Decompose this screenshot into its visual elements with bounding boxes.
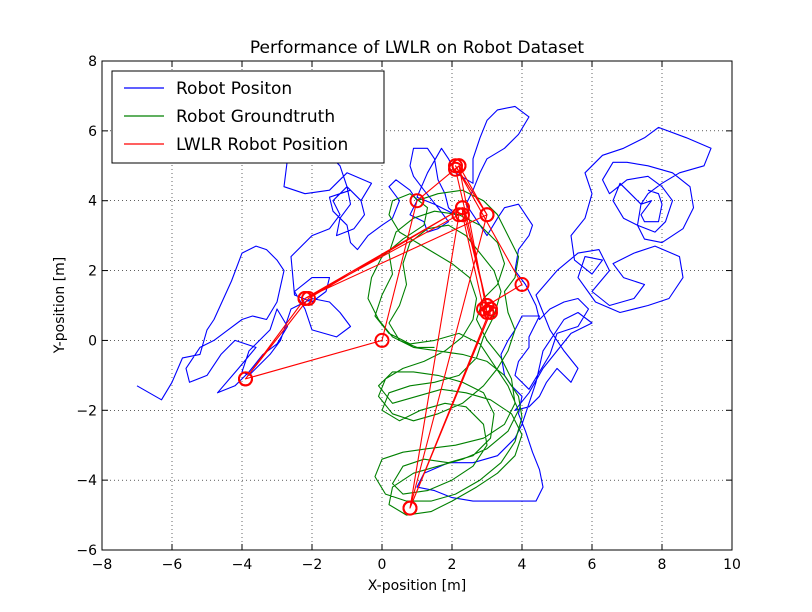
series-2 bbox=[367, 189, 523, 516]
x-tick-label: −2 bbox=[302, 557, 323, 573]
data-point bbox=[238, 371, 253, 387]
x-tick-label: −8 bbox=[92, 557, 113, 573]
chart-title: Performance of LWLR on Robot Dataset bbox=[250, 38, 585, 58]
x-tick-label: 0 bbox=[378, 557, 387, 573]
data-point bbox=[455, 207, 470, 223]
x-axis-label: X-position [m] bbox=[368, 578, 466, 594]
series-line bbox=[367, 189, 523, 516]
y-tick-label: −4 bbox=[76, 473, 97, 489]
data-point bbox=[451, 158, 467, 174]
series-line bbox=[136, 105, 712, 502]
data-point bbox=[514, 277, 530, 292]
series-1 bbox=[136, 105, 712, 502]
data-point bbox=[455, 200, 470, 216]
series-3 bbox=[238, 158, 530, 516]
y-tick-label: 6 bbox=[88, 124, 97, 140]
data-point bbox=[479, 298, 495, 313]
data-point bbox=[483, 305, 498, 320]
data-point bbox=[409, 193, 425, 209]
legend-label: LWLR Robot Position bbox=[176, 135, 348, 155]
x-tick-label: 8 bbox=[658, 557, 667, 573]
data-point bbox=[297, 291, 313, 306]
y-axis-label: Y-position [m] bbox=[52, 257, 68, 354]
y-tick-label: −6 bbox=[76, 543, 97, 559]
y-tick-label: 0 bbox=[88, 333, 97, 349]
y-tick-label: 8 bbox=[88, 54, 97, 70]
x-tick-label: 2 bbox=[448, 557, 457, 573]
legend-label: Robot Groundtruth bbox=[176, 107, 335, 127]
legend-box bbox=[111, 70, 385, 164]
y-tick-label: 4 bbox=[88, 194, 97, 210]
x-tick-label: 10 bbox=[723, 557, 741, 573]
data-point bbox=[479, 207, 495, 223]
series-line bbox=[244, 165, 523, 509]
x-tick-label: −4 bbox=[232, 557, 253, 573]
plot-frame bbox=[101, 60, 733, 551]
data-point bbox=[402, 500, 418, 516]
series-layer bbox=[136, 105, 712, 516]
data-point bbox=[374, 332, 390, 348]
data-point bbox=[476, 301, 491, 317]
x-tick-label: −6 bbox=[162, 557, 183, 573]
y-tick-label: −2 bbox=[76, 403, 97, 419]
x-tick-label: 6 bbox=[588, 557, 597, 573]
legend: Robot Positon Robot Groundtruth LWLR Robot… bbox=[111, 70, 385, 164]
x-tick-label: 4 bbox=[518, 557, 527, 573]
y-tick-label: 2 bbox=[88, 264, 97, 280]
data-point bbox=[448, 161, 463, 177]
legend-label: Robot Positon bbox=[176, 79, 292, 99]
